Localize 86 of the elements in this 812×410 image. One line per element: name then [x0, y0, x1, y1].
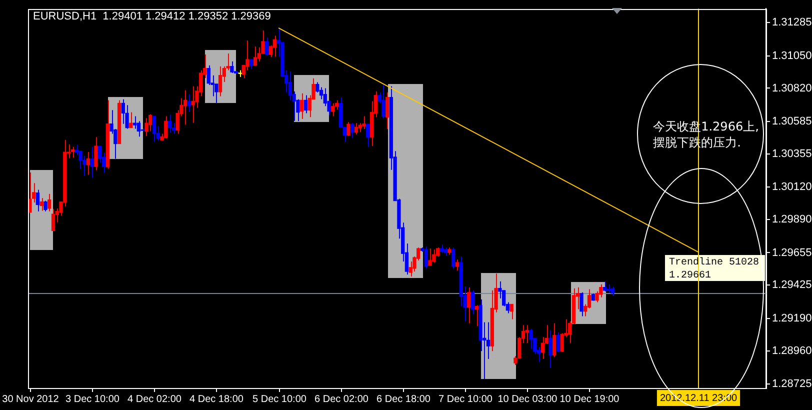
candlestick — [218, 66, 222, 97]
candlestick — [408, 260, 412, 277]
candlestick — [121, 98, 125, 124]
candlestick — [132, 116, 137, 130]
y-tick-label: 1.30820 — [772, 82, 812, 94]
y-tick-label: 1.30120 — [772, 181, 812, 194]
candlestick — [540, 336, 544, 360]
candlestick — [474, 304, 478, 327]
candlestick — [424, 246, 428, 269]
candlestick — [350, 122, 354, 139]
candlestick — [272, 35, 276, 57]
candlestick — [552, 322, 556, 358]
x-tick-label: 4 Dec 02:00 — [128, 394, 182, 405]
candlestick — [451, 247, 456, 269]
y-tick-label: 1.29190 — [772, 312, 812, 324]
candlestick — [36, 189, 40, 212]
candlestick — [300, 92, 304, 120]
x-tick-label: 10 Dec 19:00 — [560, 394, 620, 405]
candlestick — [432, 248, 436, 263]
candlestick — [152, 116, 156, 142]
candlestick — [44, 200, 48, 212]
candlestick — [358, 122, 362, 133]
candlestick — [331, 102, 335, 117]
y-tick-label: 1.28960 — [772, 344, 812, 357]
candlestick — [385, 92, 390, 130]
candlestick — [187, 94, 192, 112]
x-tick-label: 7 Dec 10:00 — [438, 394, 493, 405]
candlestick — [253, 46, 258, 66]
candlestick — [191, 86, 195, 124]
candlestick — [94, 136, 98, 171]
candlestick — [168, 114, 172, 134]
x-tick-label: 30 Nov 2012 — [2, 394, 60, 405]
candlestick — [51, 208, 56, 232]
candlestick — [164, 116, 168, 139]
candlestick — [90, 146, 94, 178]
y-tick-label: 1.28725 — [772, 378, 812, 390]
candlestick — [265, 37, 269, 56]
candlestick — [595, 290, 599, 303]
candlestick — [40, 198, 44, 212]
x-tick-label: 10 Dec 03:00 — [498, 394, 558, 405]
y-tick-label: 1.29425 — [772, 279, 812, 292]
candlestick — [206, 64, 210, 86]
candlestick — [316, 82, 320, 93]
candlestick — [86, 152, 90, 176]
candlestick — [580, 292, 584, 317]
y-tick-label: 1.31050 — [772, 50, 812, 62]
candlestick — [529, 328, 533, 350]
candlestick — [556, 332, 560, 353]
y-tick-label: 1.30355 — [772, 148, 812, 160]
candlestick — [428, 248, 432, 266]
candlestick — [560, 332, 564, 353]
y-tick-label: 1.31285 — [772, 16, 812, 29]
candlestick — [362, 116, 366, 130]
candlestick — [98, 145, 102, 164]
candlestick — [548, 330, 552, 368]
candlestick — [602, 280, 607, 292]
candlestick — [467, 286, 471, 324]
x-tick-label: 6 Dec 02:00 — [314, 394, 369, 405]
candlestick — [525, 324, 529, 344]
candlestick — [304, 94, 308, 114]
candlestick — [366, 124, 370, 148]
candlestick — [470, 290, 475, 315]
candlestick — [288, 70, 292, 101]
candlestick — [48, 193, 52, 212]
x-tick-label: 4 Dec 18:00 — [190, 394, 244, 405]
chart-title: EURUSD,H1 1.29401 1.29412 1.29352 1.29369 — [33, 10, 271, 23]
candlestick — [148, 114, 152, 132]
y-tick-label: 1.29890 — [772, 214, 812, 226]
candlestick — [346, 122, 350, 137]
candlestick — [144, 118, 148, 137]
candlestick — [129, 112, 133, 128]
candlestick — [70, 146, 74, 158]
candlestick — [455, 259, 460, 272]
candlestick — [382, 84, 386, 119]
candlestick — [319, 86, 324, 100]
x-tick-label: 6 Dec 18:00 — [376, 394, 431, 405]
y-tick-label: 1.29655 — [772, 246, 812, 259]
x-tick-label: 3 Dec 10:00 — [66, 394, 120, 405]
x-tick-label: 5 Dec 10:00 — [252, 394, 307, 405]
candlestick — [510, 304, 514, 320]
candlestick — [250, 58, 254, 70]
y-tick-label: 1.30585 — [772, 115, 812, 128]
candlestick — [183, 90, 188, 126]
candlestick — [354, 122, 358, 135]
candlestick — [246, 40, 250, 71]
candlestick — [230, 60, 234, 74]
